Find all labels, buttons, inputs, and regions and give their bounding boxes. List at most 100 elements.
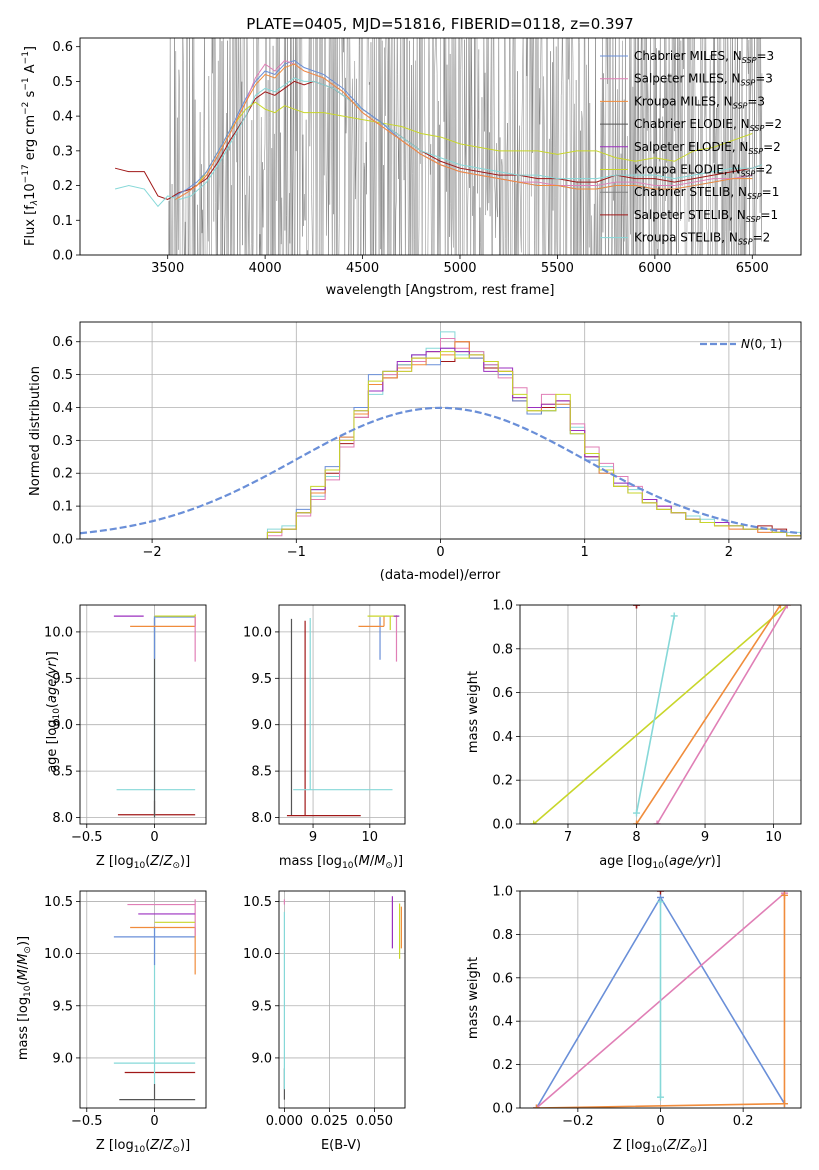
spectrum-xtick-label: 4500 xyxy=(346,261,379,276)
weight_vs_age-weight-marker xyxy=(530,820,538,824)
spectrum-ytick-label: 0.2 xyxy=(52,179,73,194)
weight_vs_age-weight-marker xyxy=(670,612,678,620)
age_vs_Z-ytick-label: 9.0 xyxy=(52,718,73,733)
svg-text:Z [log10(Z/Z⊙)]: Z [log10(Z/Z⊙)] xyxy=(613,1138,707,1155)
model-spectrum-line xyxy=(175,63,753,200)
mass_vs_Z-marks xyxy=(113,899,196,1101)
residuals-xtick-label: 0 xyxy=(436,545,444,560)
mass_vs_ebv-ytick-label: 10.5 xyxy=(243,895,272,910)
hist-xlabel: (data-model)/error xyxy=(380,568,501,583)
weight_vs_age-ytick-label: 1.0 xyxy=(492,599,513,614)
weight_vs_age-weight-line xyxy=(656,605,788,824)
mass_vs_ebv-ytick-label: 9.0 xyxy=(251,1051,272,1066)
age_vs_Z-ytick-label: 9.5 xyxy=(52,672,73,687)
svg-text:Flux [fλ10−17 erg cm−2 s−1 A−1: Flux [fλ10−17 erg cm−2 s−1 A−1] xyxy=(21,46,40,246)
weight_vs_age-panel: 7 8 9 10 0.0 0.2 0.4 0.6 0.8 1.0 xyxy=(492,599,802,845)
spectrum-ylabel: Flux [fλ10−17 erg cm−2 s−1 A−1] xyxy=(21,46,40,246)
age-xlabel-2: age [log10(age/yr)] xyxy=(599,854,721,871)
weight_vs_age-weight-marker xyxy=(633,809,641,817)
svg-text:Z [log10(Z/Z⊙)]: Z [log10(Z/Z⊙)] xyxy=(96,1138,190,1155)
weight_vs_Z-xtick-label: 0 xyxy=(656,1114,664,1129)
weight_vs_Z-ytick-label: 0.4 xyxy=(492,1015,513,1030)
weight_vs_Z-weight-marker xyxy=(657,891,664,895)
svg-text:age [log10(age/yr)]: age [log10(age/yr)] xyxy=(599,854,721,871)
model-spectrum-line xyxy=(114,77,763,208)
spectrum-legend-label: Kroupa STELIB, NSSP=2 xyxy=(634,231,770,247)
age_vs_Z-axes-frame xyxy=(79,604,207,825)
spectrum-ytick-label: 0.0 xyxy=(52,249,73,264)
weight_vs_age-ytick-label: 0.6 xyxy=(492,686,513,701)
plot-layer: 3500 4000 4500 5000 5500 6000 6500 0.0 0.1 0.2 0.3… xyxy=(44,37,802,1129)
age_vs_Z-xtick-label: −0.5 xyxy=(71,830,103,845)
weight_vs_Z-ytick-label: 0.8 xyxy=(492,928,513,943)
mass-ylabel-2: mass [log10(M/M⊙)] xyxy=(16,936,33,1060)
spectrum-legend-label: Kroupa MILES, NSSP=3 xyxy=(634,94,765,110)
spectrum-xtick-label: 6000 xyxy=(638,261,671,276)
model-spectrum-line xyxy=(196,101,753,186)
spectrum-ytick-label: 0.4 xyxy=(52,110,73,125)
weight_vs_age-weight-marker xyxy=(776,605,784,609)
age_vs_mass-ytick-label: 9.5 xyxy=(251,672,272,687)
spectrum-xtick-label: 5500 xyxy=(541,261,574,276)
weight_vs_age-weight-line xyxy=(635,605,782,824)
mass_vs_Z-ytick-label: 10.5 xyxy=(44,895,73,910)
hist-legend-label: N(0, 1) xyxy=(741,337,782,351)
weight_vs_age-ytick-label: 0.0 xyxy=(492,818,513,833)
age_vs_Z-ytick-label: 8.0 xyxy=(52,811,73,826)
age_vs_mass-axes-frame xyxy=(278,604,406,825)
weight_vs_Z-weight-marker xyxy=(657,898,664,906)
spectrum-xtick-label: 5000 xyxy=(443,261,476,276)
spectrum-xtick-label: 6500 xyxy=(736,261,769,276)
weight_vs_age-marks xyxy=(530,605,791,824)
spectrum-legend-label: Chabrier STELIB, NSSP=1 xyxy=(634,185,779,201)
mass_vs_ebv-ytick-label: 9.5 xyxy=(251,999,272,1014)
weight_vs_age-ytick-label: 0.8 xyxy=(492,642,513,657)
spectrum-legend-label: Salpeter STELIB, NSSP=1 xyxy=(634,208,778,224)
mass_vs_ebv-xtick-label: 0.025 xyxy=(311,1114,348,1129)
weight_vs_age-weight-marker xyxy=(633,605,641,609)
spectrum-title: PLATE=0405, MJD=51816, FIBERID=0118, z=0… xyxy=(246,15,633,33)
weight_vs_Z-marks xyxy=(533,891,788,1108)
age_vs_mass-ytick-label: 8.5 xyxy=(251,765,272,780)
weight_vs_Z-axes-frame xyxy=(519,890,802,1109)
svg-text:Z [log10(Z/Z⊙)]: Z [log10(Z/Z⊙)] xyxy=(96,854,190,871)
age_vs_mass-marks xyxy=(286,615,400,817)
weight_vs_Z-ytick-label: 1.0 xyxy=(492,885,513,900)
mass_vs_ebv-axes-frame xyxy=(278,890,406,1109)
residuals-ytick-label: 0.4 xyxy=(52,401,73,416)
weight_vs_Z-panel: −0.2 0 0.2 0.0 0.2 0.4 0.6 0.8 1.0 xyxy=(492,885,802,1129)
weight_vs_Z-ytick-label: 0.6 xyxy=(492,971,513,986)
weight_vs_age-weight-line xyxy=(635,615,675,814)
residual-histogram-step xyxy=(266,351,801,539)
age_vs_mass-ytick-label: 10.0 xyxy=(243,625,272,640)
weight_vs_Z-xtick-label: 0.2 xyxy=(733,1114,754,1129)
weight_vs_Z-weight-marker xyxy=(533,1104,541,1108)
age_vs_mass-xtick-label: 10 xyxy=(362,830,379,845)
residuals-xtick-label: 1 xyxy=(581,545,589,560)
mass_vs_ebv-xtick-label: 0.000 xyxy=(266,1114,303,1129)
mass_vs_Z-xtick-label: 0 xyxy=(150,1114,158,1129)
spectrum-legend-label: Chabrier MILES, NSSP=3 xyxy=(634,49,774,65)
spectrum-ytick-label: 0.3 xyxy=(52,144,73,159)
residuals-marks xyxy=(80,331,801,539)
residuals-ytick-label: 0.5 xyxy=(52,368,73,383)
mass_vs_Z-ytick-label: 9.5 xyxy=(52,999,73,1014)
residuals-ytick-label: 0.3 xyxy=(52,434,73,449)
observed-flux-line xyxy=(168,38,763,255)
spectrum-xlabel: wavelength [Angstrom, rest frame] xyxy=(326,283,555,298)
z-xlabel-1: Z [log10(Z/Z⊙)] xyxy=(96,854,190,871)
spectrum-ytick-label: 0.1 xyxy=(52,214,73,229)
spectrum-legend-label: Kroupa ELODIE, NSSP=2 xyxy=(634,163,773,179)
spectrum-xtick-label: 4000 xyxy=(249,261,282,276)
z-xlabel-3: Z [log10(Z/Z⊙)] xyxy=(613,1138,707,1155)
weight_vs_age-xtick-label: 9 xyxy=(701,830,709,845)
mass_vs_Z-panel: −0.5 0 9.0 9.5 10.0 10.5 xyxy=(44,890,207,1129)
residuals-panel: −2 −1 0 1 2 0.0 0.1 0.2 0.3 0.4 0.5 0.6 N(0, 1) xyxy=(52,321,802,560)
age_vs_Z-ytick-label: 10.0 xyxy=(44,625,73,640)
spectrum-ytick-label: 0.5 xyxy=(52,75,73,90)
residuals-ytick-label: 0.2 xyxy=(52,467,73,482)
spectrum-legend-label: Salpeter MILES, NSSP=3 xyxy=(634,72,773,88)
weight_vs_age-axes-frame xyxy=(519,604,802,825)
svg-text:mass [log10(M/M⊙)]: mass [log10(M/M⊙)] xyxy=(279,854,403,871)
